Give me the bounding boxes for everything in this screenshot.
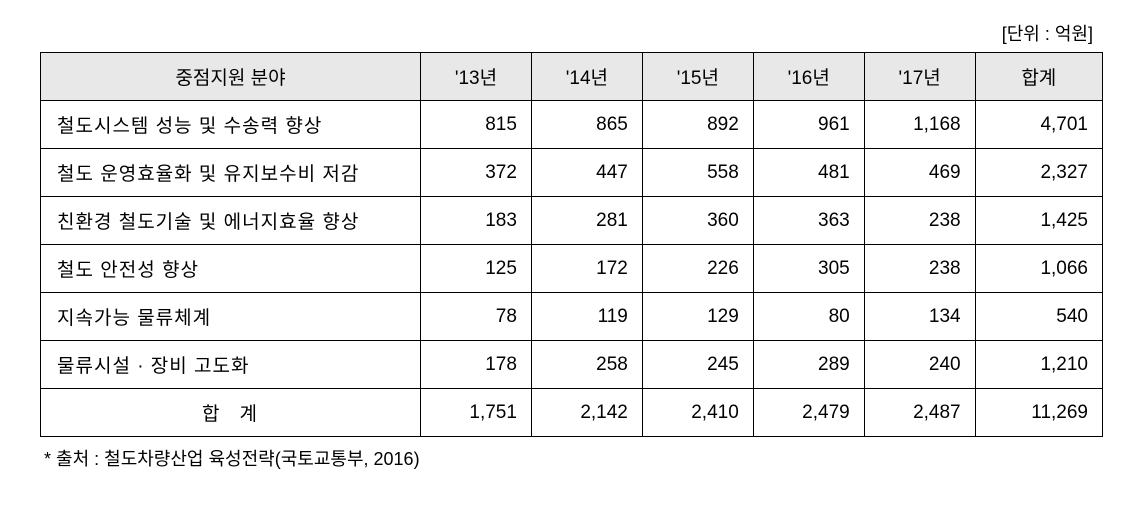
cell-total: 2,327	[975, 149, 1102, 197]
cell-value: 238	[864, 197, 975, 245]
cell-value: 558	[642, 149, 753, 197]
footer-total: 11,269	[975, 389, 1102, 437]
table-row: 친환경 철도기술 및 에너지효율 향상 183 281 360 363 238 …	[41, 197, 1103, 245]
footer-value: 2,487	[864, 389, 975, 437]
row-label: 친환경 철도기술 및 에너지효율 향상	[41, 197, 421, 245]
cell-value: 865	[531, 101, 642, 149]
cell-value: 172	[531, 245, 642, 293]
header-y13: '13년	[421, 53, 532, 101]
table-row: 철도 운영효율화 및 유지보수비 저감 372 447 558 481 469 …	[41, 149, 1103, 197]
cell-value: 129	[642, 293, 753, 341]
cell-total: 1,210	[975, 341, 1102, 389]
source-note: * 출처 : 철도차량산업 육성전략(국토교통부, 2016)	[40, 445, 1103, 471]
row-label: 철도 안전성 향상	[41, 245, 421, 293]
table-row: 철도 안전성 향상 125 172 226 305 238 1,066	[41, 245, 1103, 293]
header-y16: '16년	[753, 53, 864, 101]
cell-value: 289	[753, 341, 864, 389]
cell-value: 134	[864, 293, 975, 341]
cell-value: 281	[531, 197, 642, 245]
header-y17: '17년	[864, 53, 975, 101]
cell-value: 125	[421, 245, 532, 293]
footer-label: 합계	[41, 389, 421, 437]
table-row: 지속가능 물류체계 78 119 129 80 134 540	[41, 293, 1103, 341]
cell-value: 447	[531, 149, 642, 197]
table-row: 철도시스템 성능 및 수송력 향상 815 865 892 961 1,168 …	[41, 101, 1103, 149]
cell-value: 119	[531, 293, 642, 341]
cell-value: 892	[642, 101, 753, 149]
header-category: 중점지원 분야	[41, 53, 421, 101]
footer-value: 2,479	[753, 389, 864, 437]
cell-value: 238	[864, 245, 975, 293]
cell-value: 360	[642, 197, 753, 245]
cell-total: 540	[975, 293, 1102, 341]
footer-value: 2,410	[642, 389, 753, 437]
footer-value: 2,142	[531, 389, 642, 437]
row-label: 물류시설 · 장비 고도화	[41, 341, 421, 389]
cell-value: 815	[421, 101, 532, 149]
cell-total: 4,701	[975, 101, 1102, 149]
cell-total: 1,066	[975, 245, 1102, 293]
cell-value: 469	[864, 149, 975, 197]
header-y14: '14년	[531, 53, 642, 101]
cell-total: 1,425	[975, 197, 1102, 245]
data-table: 중점지원 분야 '13년 '14년 '15년 '16년 '17년 합계 철도시스…	[40, 52, 1103, 437]
unit-label: [단위 : 억원]	[40, 20, 1103, 46]
cell-value: 178	[421, 341, 532, 389]
cell-value: 1,168	[864, 101, 975, 149]
cell-value: 226	[642, 245, 753, 293]
cell-value: 183	[421, 197, 532, 245]
cell-value: 305	[753, 245, 864, 293]
table-body: 철도시스템 성능 및 수송력 향상 815 865 892 961 1,168 …	[41, 101, 1103, 437]
header-total: 합계	[975, 53, 1102, 101]
cell-value: 78	[421, 293, 532, 341]
cell-value: 481	[753, 149, 864, 197]
cell-value: 258	[531, 341, 642, 389]
header-y15: '15년	[642, 53, 753, 101]
cell-value: 245	[642, 341, 753, 389]
footer-value: 1,751	[421, 389, 532, 437]
table-footer-row: 합계 1,751 2,142 2,410 2,479 2,487 11,269	[41, 389, 1103, 437]
table-row: 물류시설 · 장비 고도화 178 258 245 289 240 1,210	[41, 341, 1103, 389]
cell-value: 80	[753, 293, 864, 341]
cell-value: 372	[421, 149, 532, 197]
cell-value: 961	[753, 101, 864, 149]
cell-value: 240	[864, 341, 975, 389]
table-header-row: 중점지원 분야 '13년 '14년 '15년 '16년 '17년 합계	[41, 53, 1103, 101]
row-label: 철도시스템 성능 및 수송력 향상	[41, 101, 421, 149]
cell-value: 363	[753, 197, 864, 245]
row-label: 지속가능 물류체계	[41, 293, 421, 341]
row-label: 철도 운영효율화 및 유지보수비 저감	[41, 149, 421, 197]
